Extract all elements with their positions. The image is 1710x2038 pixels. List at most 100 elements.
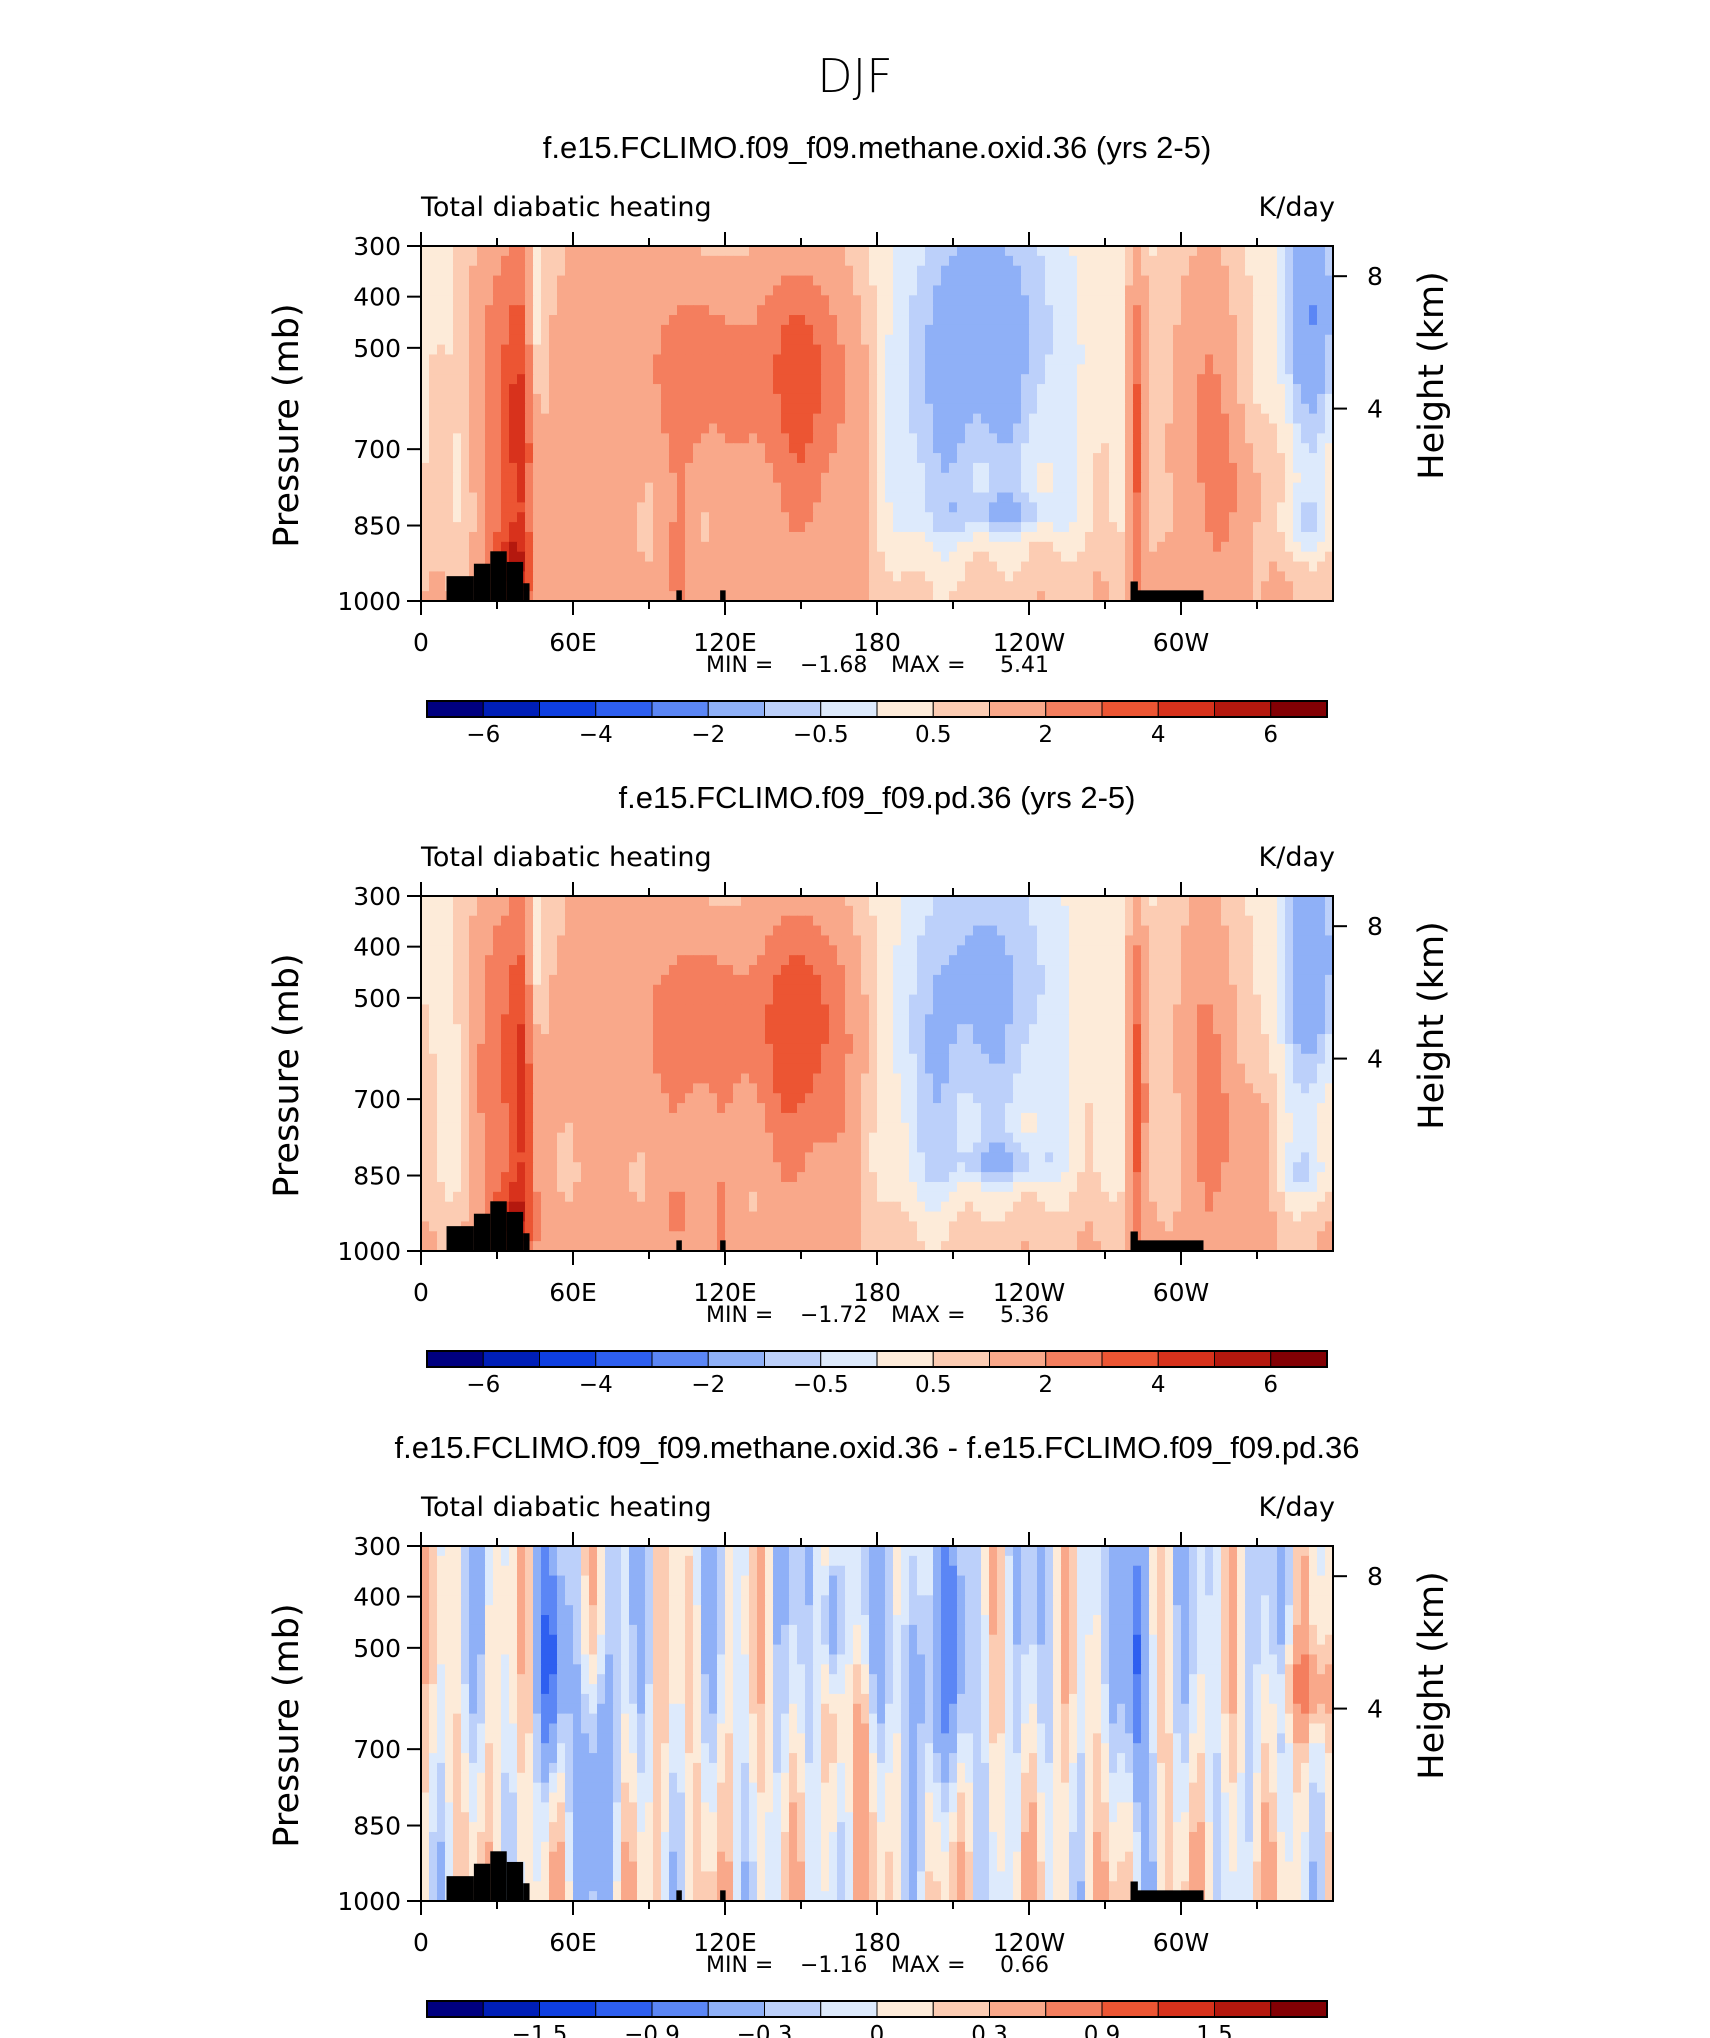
heatmap-cell [901,571,910,582]
heatmap-cell [861,324,870,336]
heatmap-cell [1061,925,1070,937]
heatmap-cell [429,522,438,533]
heatmap-cell [565,945,574,956]
heatmap-cell [661,295,670,306]
heatmap-cell [885,581,894,592]
heatmap-cell [1085,482,1094,494]
heatmap-cell [645,324,654,336]
heatmap-cell [1085,384,1094,395]
heatmap-cell [869,246,878,257]
heatmap-cell [437,522,446,533]
heatmap-cell [461,551,470,563]
heatmap-cell [629,925,638,937]
heatmap-cell [525,472,534,484]
heatmap-cell [1269,423,1278,434]
heatmap-cell [757,305,766,316]
heatmap-cell [789,354,798,365]
heatmap-cell [1005,502,1014,513]
heatmap-cell [557,413,566,425]
heatmap-cell [701,354,710,365]
heatmap-cell [1149,472,1158,484]
heatmap-cell [757,896,766,907]
heatmap-cell [653,255,662,267]
heatmap-cell [1117,591,1126,602]
heatmap-cell [605,305,614,316]
heatmap-cell [1085,492,1094,503]
heatmap-cell [429,315,438,326]
heatmap-cell [1117,502,1126,513]
heatmap-cell [1165,246,1174,257]
heatmap-cell [493,453,502,464]
heatmap-cell [805,255,814,267]
heatmap-cell [789,591,798,602]
heatmap-cell [869,472,878,484]
heatmap-cell [997,492,1006,503]
heatmap-cell [693,374,702,385]
heatmap-cell [941,374,950,385]
heatmap-cell [477,413,486,425]
heatmap-cell [445,265,454,277]
heatmap-cell [1149,246,1158,257]
heatmap-cell [1085,512,1094,523]
heatmap-cell [1317,571,1326,582]
heatmap-cell [1245,403,1254,415]
heatmap-cell [1085,896,1094,907]
heatmap-cell [1037,581,1046,592]
heatmap-cell [789,374,798,385]
heatmap-cell [829,896,838,907]
heatmap-cell [1293,581,1302,592]
heatmap-cell [997,453,1006,464]
heatmap-cell [1253,443,1262,454]
heatmap-cell [893,935,902,946]
heatmap-cell [1157,551,1166,563]
heatmap-cell [573,423,582,434]
heatmap-cell [949,364,958,375]
heatmap-cell [1109,433,1118,444]
heatmap-cell [549,955,558,966]
heatmap-cell [1085,561,1094,573]
heatmap-cell [1205,423,1214,434]
heatmap-cell [901,305,910,316]
heatmap-cell [869,384,878,395]
heatmap-cell [709,423,718,434]
heatmap-cell [845,925,854,937]
heatmap-cell [869,305,878,316]
heatmap-cell [1133,364,1142,375]
min-label: MIN = [706,653,773,678]
heatmap-cell [1197,265,1206,277]
heatmap-cell [437,591,446,602]
heatmap-cell [453,364,462,375]
heatmap-cell [557,551,566,563]
heatmap-cell [1061,246,1070,257]
heatmap-cell [1189,423,1198,434]
heatmap-cell [949,384,958,395]
heatmap-cell [669,531,678,543]
heatmap-cell [461,502,470,513]
heatmap-cell [693,551,702,563]
heatmap-cell [1221,403,1230,415]
heatmap-cell [845,453,854,464]
heatmap-cell [1093,423,1102,434]
heatmap-cell [693,522,702,533]
heatmap-cell [1069,265,1078,277]
heatmap-cell [973,443,982,454]
heatmap-cell [989,571,998,582]
heatmap-cell [853,512,862,523]
heatmap-cell [997,413,1006,425]
heatmap-cell [1181,403,1190,415]
heatmap-cell [1005,305,1014,316]
heatmap-cell [533,403,542,415]
heatmap-cell [797,305,806,316]
heatmap-cell [909,482,918,494]
heatmap-cell [797,364,806,375]
heatmap-cell [909,413,918,425]
heatmap-cell [717,334,726,346]
heatmap-cell [629,413,638,425]
heatmap-cell [805,561,814,573]
heatmap-cell [821,945,830,956]
heatmap-cell [541,561,550,573]
heatmap-cell [637,522,646,533]
heatmap-cell [813,374,822,385]
heatmap-cell [1021,955,1030,966]
heatmap-cell [1029,905,1038,917]
